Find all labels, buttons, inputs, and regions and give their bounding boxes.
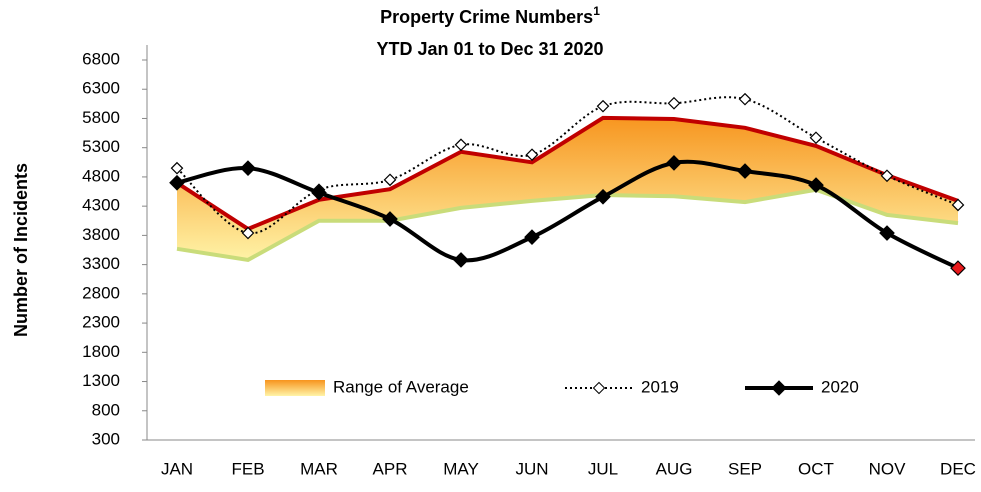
data-point xyxy=(738,92,752,106)
y-tick-label: 800 xyxy=(92,400,120,419)
data-point xyxy=(666,155,682,171)
x-tick-label: APR xyxy=(373,459,408,478)
data-point xyxy=(596,99,610,113)
data-point xyxy=(880,169,894,183)
y-tick-label: 6300 xyxy=(82,79,120,98)
x-tick-label: JUN xyxy=(515,459,548,478)
y-tick-label: 1800 xyxy=(82,342,120,361)
y-tick-label: 3800 xyxy=(82,225,120,244)
legend-swatch xyxy=(265,380,325,396)
data-point xyxy=(808,177,824,193)
data-point xyxy=(169,174,185,191)
data-point xyxy=(737,163,753,179)
data-point xyxy=(383,173,397,187)
legend-label: 2019 xyxy=(641,377,679,396)
data-point xyxy=(595,188,611,205)
y-tick-label: 2300 xyxy=(82,313,120,332)
range-upper-line xyxy=(175,115,959,232)
data-point xyxy=(453,252,469,268)
y-tick-label: 300 xyxy=(92,429,120,448)
chart-title: Property Crime Numbers1 xyxy=(380,4,600,27)
legend-label: 2020 xyxy=(821,377,859,396)
data-point xyxy=(525,148,539,162)
y-tick-label: 5800 xyxy=(82,108,120,127)
x-tick-label: SEP xyxy=(728,459,762,478)
range-lower-line xyxy=(176,187,959,263)
legend-label: Range of Average xyxy=(333,377,469,396)
x-tick-label: JUL xyxy=(588,459,618,478)
data-point xyxy=(454,138,468,152)
data-point xyxy=(240,160,256,177)
series-line xyxy=(176,96,959,235)
legend-marker xyxy=(592,381,606,395)
y-axis-label: Number of Incidents xyxy=(11,163,31,337)
data-point xyxy=(951,198,965,212)
data-point xyxy=(241,226,255,240)
x-tick-label: FEB xyxy=(231,459,264,478)
data-point xyxy=(667,96,681,110)
y-tick-label: 4800 xyxy=(82,166,120,185)
x-tick-label: JAN xyxy=(161,459,193,478)
data-point xyxy=(879,225,895,241)
x-tick-label: OCT xyxy=(798,459,834,478)
data-point xyxy=(524,229,540,245)
y-tick-label: 4300 xyxy=(82,196,120,215)
data-point xyxy=(170,161,184,175)
x-tick-label: MAR xyxy=(300,459,338,478)
y-tick-label: 3300 xyxy=(82,254,120,273)
x-tick-label: DEC xyxy=(940,459,976,478)
chart-subtitle: YTD Jan 01 to Dec 31 2020 xyxy=(376,39,603,59)
y-tick-label: 6800 xyxy=(82,49,120,68)
x-tick-label: MAY xyxy=(443,459,479,478)
legend-marker xyxy=(771,380,787,396)
y-tick-label: 5300 xyxy=(82,137,120,156)
data-point xyxy=(311,184,327,201)
data-point xyxy=(809,131,823,145)
y-tick-label: 2800 xyxy=(82,283,120,302)
data-point xyxy=(950,260,966,276)
y-tick-label: 1300 xyxy=(82,371,120,390)
x-tick-label: NOV xyxy=(869,459,907,478)
x-tick-label: AUG xyxy=(656,459,693,478)
data-point xyxy=(382,211,398,227)
range-band xyxy=(177,117,958,260)
